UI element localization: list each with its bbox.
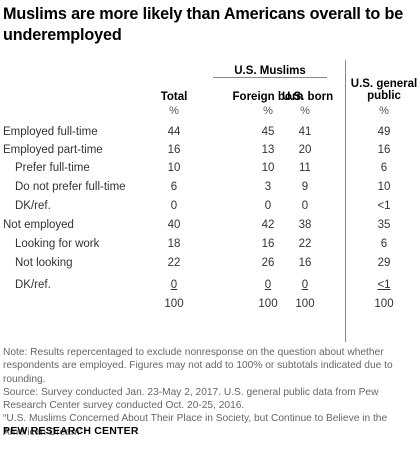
- cell-foreign-born: 45: [261, 126, 275, 138]
- unit-us-general-public: %: [379, 105, 389, 117]
- cell-foreign-born: 3: [264, 181, 272, 193]
- cell-total: 44: [167, 126, 181, 138]
- cell-us-general-public: 6: [380, 238, 388, 250]
- employment-table: U.S. Muslims Total Foreign born U.S. bor…: [0, 60, 420, 342]
- column-divider: [345, 60, 346, 342]
- cell-foreign-born: 0: [264, 279, 272, 291]
- cell-us-born: 41: [298, 126, 312, 138]
- column-header-us-general-public: U.S. general public: [350, 78, 418, 102]
- cell-total: 0: [170, 200, 178, 212]
- cell-foreign-born: 100: [258, 298, 278, 310]
- row-label: Do not prefer full-time: [15, 181, 126, 193]
- cell-us-general-public: 16: [377, 144, 391, 156]
- row-label: Looking for work: [15, 238, 100, 250]
- brand-logo-text: PEW RESEARCH CENTER: [3, 425, 139, 437]
- cell-us-general-public: 49: [377, 126, 391, 138]
- cell-foreign-born: 16: [261, 238, 275, 250]
- cell-total: 22: [167, 257, 181, 269]
- cell-us-general-public: 29: [377, 257, 391, 269]
- row-label: Not employed: [3, 219, 74, 231]
- cell-total: 16: [167, 144, 181, 156]
- cell-foreign-born: 0: [264, 200, 272, 212]
- cell-us-born: 0: [301, 279, 309, 291]
- unit-total: %: [169, 105, 179, 117]
- column-header-us-born: U.S. born: [282, 91, 334, 103]
- unit-foreign-born: %: [263, 105, 273, 117]
- notes: Note: Results repercentaged to exclude n…: [3, 346, 418, 439]
- group-header-us-muslims: U.S. Muslims: [234, 65, 306, 77]
- cell-foreign-born: 26: [261, 257, 275, 269]
- row-label: DK/ref.: [15, 279, 51, 291]
- note-text: Note: Results repercentaged to exclude n…: [3, 347, 393, 385]
- cell-total: 10: [167, 162, 181, 174]
- cell-us-general-public: <1: [377, 200, 391, 212]
- cell-us-born: 20: [298, 144, 312, 156]
- cell-foreign-born: 42: [261, 219, 275, 231]
- cell-us-general-public: <1: [377, 279, 391, 291]
- cell-total: 40: [167, 219, 181, 231]
- source-text: Source: Survey conducted Jan. 23-May 2, …: [3, 386, 379, 412]
- unit-us-born: %: [300, 105, 310, 117]
- group-header-rule: [213, 77, 327, 78]
- column-header-total: Total: [160, 91, 188, 103]
- cell-us-born: 16: [298, 257, 312, 269]
- cell-us-born: 22: [298, 238, 312, 250]
- cell-total: 0: [170, 279, 178, 291]
- cell-us-born: 11: [299, 162, 311, 174]
- row-label: Employed full-time: [3, 126, 98, 138]
- cell-us-general-public: 100: [374, 298, 394, 310]
- cell-us-born: 100: [295, 298, 315, 310]
- cell-foreign-born: 10: [261, 162, 275, 174]
- cell-us-born: 0: [301, 200, 309, 212]
- row-label: Employed part-time: [3, 144, 103, 156]
- cell-total: 100: [164, 298, 184, 310]
- cell-us-general-public: 35: [377, 219, 391, 231]
- report-title: “U.S. Muslims Concerned About Their Plac…: [3, 413, 388, 438]
- cell-us-general-public: 6: [380, 162, 388, 174]
- cell-total: 18: [167, 238, 181, 250]
- row-label: DK/ref.: [15, 200, 51, 212]
- row-label: Prefer full-time: [15, 162, 90, 174]
- column-header-foreign-born: Foreign born: [232, 91, 304, 103]
- cell-us-born: 38: [298, 219, 312, 231]
- figure-title: Muslims are more likely than Americans o…: [3, 5, 404, 44]
- cell-us-general-public: 10: [377, 181, 391, 193]
- row-label: Not looking: [15, 257, 73, 269]
- cell-total: 6: [170, 181, 178, 193]
- cell-foreign-born: 13: [261, 144, 275, 156]
- cell-us-born: 9: [301, 181, 309, 193]
